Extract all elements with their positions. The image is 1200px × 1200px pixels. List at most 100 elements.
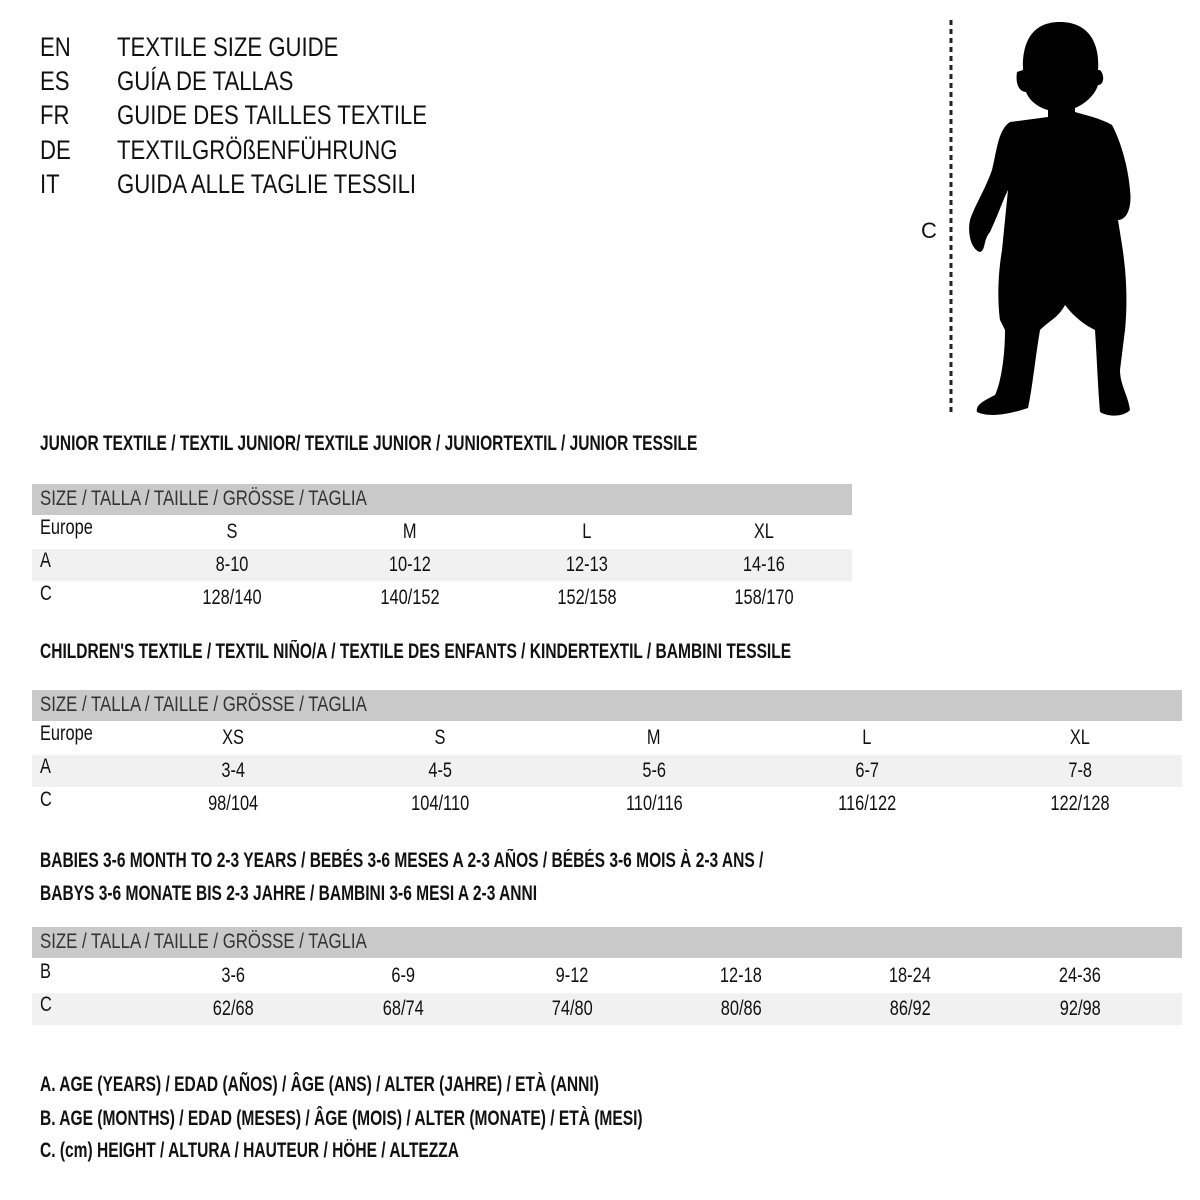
table-cell: 158/170 [704, 582, 824, 614]
table-cell-text: 3-6 [221, 964, 245, 987]
language-title-text: TEXTILE SIZE GUIDE [117, 32, 339, 62]
table-cell-text: 122/128 [1050, 792, 1110, 815]
section-title-text: JUNIOR TEXTILE / TEXTIL JUNIOR/ TEXTILE … [40, 432, 698, 455]
table-cell: M [594, 722, 714, 754]
table-cell: L [807, 722, 927, 754]
table-cell-text: 80/86 [720, 997, 762, 1020]
section-title: CHILDREN'S TEXTILE / TEXTIL NIÑO/A / TEX… [40, 640, 1055, 664]
language-code: DE [40, 135, 78, 166]
table-header-text: SIZE / TALLA / TAILLE / GRÖSSE / TAGLIA [40, 930, 367, 953]
table-cell-text: L [862, 726, 872, 749]
row-label: C [40, 578, 55, 610]
table-cell-text: L [582, 520, 592, 543]
table-cell-text: M [647, 726, 661, 749]
table-cell-text: 92/98 [1059, 997, 1101, 1020]
language-title-text: TEXTILGRÖßENFÜHRUNG [117, 135, 398, 165]
row-label: Europe [40, 512, 108, 544]
height-label: C [921, 218, 937, 243]
table-cell-text: 6-9 [391, 964, 415, 987]
table-cell: 8-10 [172, 549, 292, 581]
row-label: B [40, 956, 54, 988]
table-cell: XL [704, 516, 824, 548]
table-cell: 152/158 [527, 582, 647, 614]
language-title: GUIDE DES TAILLES TEXTILE [117, 100, 495, 131]
row-label-text: C [40, 788, 52, 811]
section-title: BABYS 3-6 MONATE BIS 2-3 JAHRE / BAMBINI… [40, 882, 712, 906]
table-row-band [32, 993, 1182, 1025]
language-title-text: GUIDA ALLE TAGLIE TESSILI [117, 169, 417, 199]
table-cell: 62/68 [173, 993, 293, 1025]
table-cell: 86/92 [850, 993, 970, 1025]
table-cell-text: 24-36 [1059, 964, 1101, 987]
table-cell-text: 14-16 [743, 553, 785, 576]
row-label-text: Europe [40, 722, 93, 745]
row-label-text: C [40, 993, 52, 1016]
table-cell: 74/80 [512, 993, 632, 1025]
table-cell-text: 7-8 [1068, 759, 1092, 782]
table-cell: 6-9 [343, 960, 463, 992]
language-title: TEXTILGRÖßENFÜHRUNG [117, 135, 459, 166]
table-cell: XL [1020, 722, 1140, 754]
table-cell-text: XS [222, 726, 244, 749]
table-cell-text: 110/116 [625, 792, 683, 815]
language-title-text: GUIDE DES TAILLES TEXTILE [117, 100, 428, 130]
table-cell: 104/110 [380, 788, 500, 820]
table-cell: 9-12 [512, 960, 632, 992]
table-cell-text: 10-12 [389, 553, 431, 576]
table-cell-text: 68/74 [382, 997, 424, 1020]
table-cell-text: 158/170 [734, 586, 794, 609]
language-code-text: ES [40, 66, 70, 96]
language-code-text: IT [40, 169, 60, 199]
table-cell-text: 12-18 [720, 964, 762, 987]
language-code: IT [40, 169, 64, 200]
row-label: C [40, 784, 55, 816]
row-label-text: Europe [40, 516, 93, 539]
table-cell: 3-4 [173, 755, 293, 787]
table-header-band [32, 690, 1182, 721]
table-cell-text: 3-4 [221, 759, 245, 782]
language-code: FR [40, 100, 76, 131]
legend-text: A. AGE (YEARS) / EDAD (AÑOS) / ÂGE (ANS)… [40, 1073, 599, 1096]
table-cell: 68/74 [343, 993, 463, 1025]
table-header: SIZE / TALLA / TAILLE / GRÖSSE / TAGLIA [40, 484, 449, 514]
table-cell: 3-6 [173, 960, 293, 992]
table-cell-text: 5-6 [642, 759, 666, 782]
table-cell-text: 104/110 [410, 792, 469, 815]
table-cell-text: 86/92 [889, 997, 931, 1020]
language-code: ES [40, 66, 76, 97]
table-cell: 7-8 [1020, 755, 1140, 787]
table-cell: 140/152 [350, 582, 470, 614]
legend-item: B. AGE (MONTHS) / EDAD (MESES) / ÂGE (MO… [40, 1107, 854, 1131]
table-cell: S [172, 516, 292, 548]
table-header-text: SIZE / TALLA / TAILLE / GRÖSSE / TAGLIA [40, 487, 367, 510]
table-cell: 122/128 [1020, 788, 1140, 820]
table-header-band [32, 484, 852, 515]
language-code-text: DE [40, 135, 71, 165]
table-header-text: SIZE / TALLA / TAILLE / GRÖSSE / TAGLIA [40, 693, 367, 716]
legend-item: C. (cm) HEIGHT / ALTURA / HAUTEUR / HÖHE… [40, 1139, 606, 1163]
row-label-text: B [40, 960, 51, 983]
child-silhouette-icon [949, 20, 1131, 416]
table-cell-text: XL [1069, 726, 1091, 749]
table-cell-text: 128/140 [202, 586, 262, 609]
table-cell-text: 12-13 [566, 553, 608, 576]
language-title: GUÍA DE TALLAS [117, 66, 332, 97]
row-label: A [40, 751, 54, 783]
table-cell-text: M [403, 520, 417, 543]
row-label: C [40, 989, 55, 1021]
legend-text: C. (cm) HEIGHT / ALTURA / HAUTEUR / HÖHE… [40, 1139, 459, 1162]
table-cell: XS [173, 722, 293, 754]
legend-text: B. AGE (MONTHS) / EDAD (MESES) / ÂGE (MO… [40, 1107, 643, 1130]
table-cell-text: XL [753, 520, 775, 543]
table-header: SIZE / TALLA / TAILLE / GRÖSSE / TAGLIA [40, 690, 449, 720]
table-cell: S [380, 722, 500, 754]
row-label-text: A [40, 755, 51, 778]
language-code-text: FR [40, 100, 70, 130]
table-header: SIZE / TALLA / TAILLE / GRÖSSE / TAGLIA [40, 927, 449, 957]
section-title: BABIES 3-6 MONTH TO 2-3 YEARS / BEBÉS 3-… [40, 849, 1018, 873]
table-cell: 80/86 [681, 993, 801, 1025]
table-cell: 116/122 [807, 788, 927, 820]
language-code: EN [40, 32, 78, 63]
table-cell-text: 6-7 [855, 759, 879, 782]
language-code-text: EN [40, 32, 71, 62]
